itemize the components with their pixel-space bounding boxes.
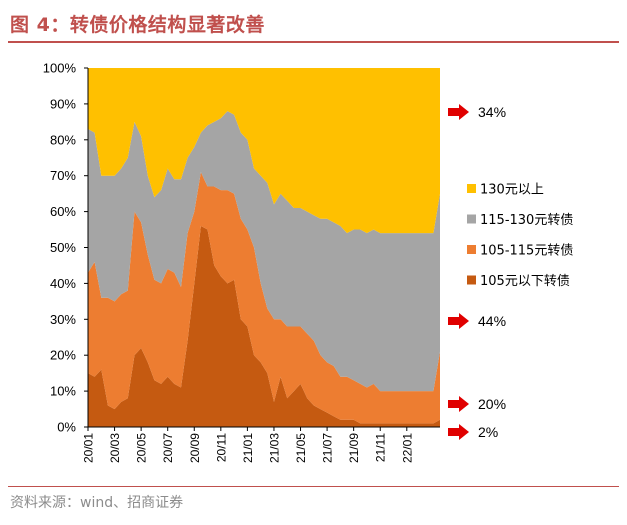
figure-title: 图 4：转债价格结构显著改善 xyxy=(10,14,265,36)
red-arrow-icon xyxy=(448,104,469,120)
area-layers xyxy=(88,68,440,427)
legend-swatch xyxy=(467,245,476,254)
x-tick-label: 20/01 xyxy=(82,433,96,463)
red-arrow-icon xyxy=(448,396,469,412)
y-tick-label: 40% xyxy=(50,276,76,291)
annotation-label: 20% xyxy=(478,396,506,412)
y-tick-label: 0% xyxy=(57,420,76,435)
y-tick-label: 20% xyxy=(50,348,76,363)
area-series-2 xyxy=(88,172,440,424)
y-axis-ticks: 0% 10% 20% 30% 40% 50% 60% 70% 80% 90% 100% xyxy=(43,61,88,435)
x-tick-label: 20/03 xyxy=(108,433,122,463)
area-series-1 xyxy=(88,226,440,427)
x-tick-label: 20/11 xyxy=(214,433,228,462)
area-series-3 xyxy=(88,111,440,392)
legend-swatch xyxy=(467,184,476,193)
red-arrow-icon xyxy=(448,313,469,329)
x-tick-label: 22/01 xyxy=(400,433,414,463)
y-tick-label: 70% xyxy=(50,168,76,183)
area-series-4 xyxy=(88,68,440,234)
annotation-label: 34% xyxy=(478,104,506,120)
x-axis-ticks: 20/01 20/03 20/05 20/07 20/09 20/11 21/01 21/03… xyxy=(82,427,414,463)
title-divider xyxy=(8,41,619,43)
x-tick-label: 20/05 xyxy=(135,433,149,463)
x-tick-label: 21/09 xyxy=(347,433,361,463)
stacked-area-chart: 0%10%20%30%40%50%60%70%80%90%100% 20/01 2… xyxy=(43,61,574,464)
footer-divider xyxy=(8,486,619,487)
y-tick-label: 50% xyxy=(50,240,76,255)
annotation-label: 2% xyxy=(478,424,498,440)
y-tick-label: 60% xyxy=(50,204,76,219)
legend: 130元以上 115-130元转债 105-115元转债 105元以下转债 xyxy=(467,183,573,289)
source-note: 资料来源：wind、招商证券 xyxy=(10,495,184,511)
annotation-label: 44% xyxy=(478,313,506,329)
red-arrow-icon xyxy=(448,424,469,440)
y-tick-label: 30% xyxy=(50,312,76,327)
x-tick-label: 21/11 xyxy=(374,433,388,462)
y-tick-label: 90% xyxy=(50,96,76,111)
legend-label: 115-130元转债 xyxy=(480,213,573,228)
x-tick-label: 21/05 xyxy=(294,433,308,463)
annotations: 34% 44% 20% 2% xyxy=(448,104,506,440)
legend-swatch xyxy=(467,214,476,224)
legend-label: 130元以上 xyxy=(480,183,544,198)
y-tick-label: 80% xyxy=(50,132,76,147)
x-tick-label: 20/09 xyxy=(188,433,202,463)
legend-label: 105-115元转债 xyxy=(480,244,573,259)
x-tick-label: 21/07 xyxy=(321,433,335,463)
legend-swatch xyxy=(467,275,476,285)
y-tick-label: 100% xyxy=(43,61,77,76)
y-tick-label: 10% xyxy=(50,384,76,399)
x-tick-label: 20/07 xyxy=(161,433,175,463)
x-tick-label: 21/03 xyxy=(267,433,281,463)
legend-label: 105元以下转债 xyxy=(480,274,570,289)
x-tick-label: 21/01 xyxy=(241,433,255,463)
